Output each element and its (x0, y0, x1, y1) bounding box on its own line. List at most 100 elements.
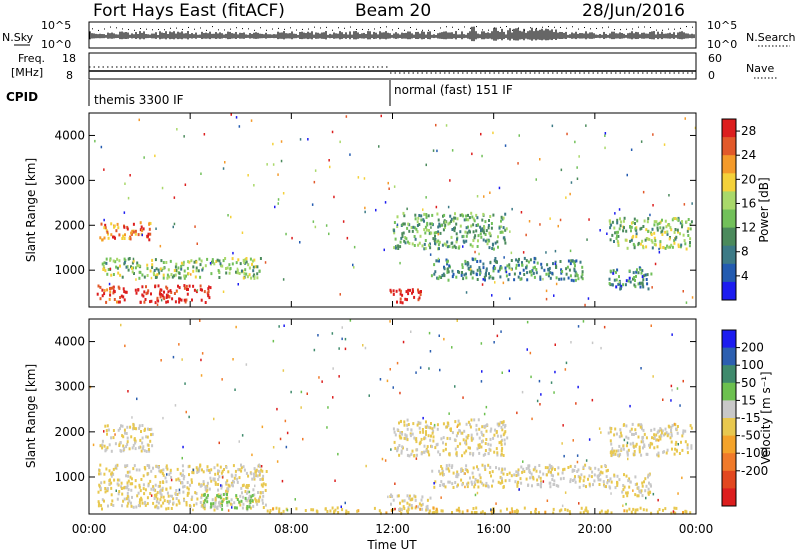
power-cell (469, 272, 472, 276)
power-scatter-cell (553, 294, 555, 297)
power-cell (171, 275, 174, 279)
power-cell (425, 213, 428, 216)
velocity-cell (425, 430, 427, 434)
velocity-cell (597, 468, 600, 472)
velocity-cell (619, 428, 622, 432)
time-tick-label: 00:00 (72, 522, 107, 536)
power-cell (116, 257, 119, 261)
power-cell (204, 264, 207, 268)
power-cell (395, 289, 398, 293)
velocity-cell (117, 428, 120, 432)
power-cell (434, 270, 437, 274)
velocity-cell (606, 468, 609, 472)
velocity-cell (467, 434, 470, 437)
power-cell (443, 213, 446, 217)
power-scatter-cell (437, 232, 439, 236)
power-cell (543, 268, 546, 272)
power-cell (134, 288, 137, 292)
power-scatter-cell (208, 285, 210, 288)
power-cell (116, 222, 119, 226)
velocity-cell (409, 498, 412, 502)
power-cell (102, 267, 105, 271)
velocity-cell (454, 420, 457, 424)
power-cell (131, 261, 134, 265)
power-cell (191, 298, 193, 302)
velocity-cell (100, 481, 103, 485)
power-scatter-cell (585, 124, 587, 127)
velocity-cell (534, 511, 537, 515)
velocity-cell (674, 511, 677, 515)
power-cell (463, 240, 466, 244)
velocity-cell (424, 436, 427, 440)
velocity-cell (588, 482, 591, 486)
power-scatter-cell (393, 185, 396, 188)
power-cell (135, 291, 138, 295)
power-cell (405, 237, 408, 241)
velocity-cell (566, 508, 569, 512)
velocity-cell (182, 469, 185, 473)
velocity-cell (478, 451, 481, 455)
power-cell (165, 293, 168, 297)
velocity-cell (482, 483, 485, 487)
velocity-cell (144, 503, 147, 507)
velocity-cell (247, 484, 250, 487)
power-cell (483, 231, 486, 235)
power-scatter-cell (588, 218, 590, 221)
velocity-cell (103, 480, 106, 484)
velocity-scatter-cell (368, 394, 370, 397)
velocity-cell (125, 432, 128, 435)
power-cell (110, 233, 113, 237)
power-cell (565, 267, 568, 271)
velocity-cell (410, 498, 413, 502)
power-scatter-cell (387, 181, 389, 185)
velocity-cell (617, 449, 620, 453)
velocity-cell (156, 491, 159, 495)
power-cell (428, 243, 430, 247)
power-cell (497, 269, 500, 273)
velocity-cell (467, 481, 470, 485)
power-cell (124, 259, 127, 263)
power-scatter-cell (183, 135, 185, 138)
power-cell (188, 284, 191, 288)
power-cell (390, 290, 393, 294)
power-cell (462, 234, 465, 238)
power-cell (159, 295, 162, 299)
velocity-cell (690, 444, 693, 448)
power-cell (496, 260, 498, 264)
nsearch-sample (386, 26, 387, 28)
power-cell (123, 260, 126, 264)
velocity-cell (639, 506, 642, 510)
power-cell (183, 269, 186, 273)
velocity-scatter-cell (662, 398, 664, 401)
power-scatter-cell (196, 242, 198, 245)
velocity-cell (398, 453, 401, 457)
velocity-cell (631, 422, 634, 426)
velocity-scatter-cell (540, 393, 542, 396)
velocity-scatter-cell (671, 333, 673, 336)
power-scatter-cell (159, 244, 162, 248)
velocity-scatter-cell (673, 422, 676, 426)
velocity-cell (517, 468, 520, 472)
velocity-cell (487, 451, 490, 455)
velocity-cell (615, 432, 618, 436)
power-scatter-cell (277, 202, 279, 205)
velocity-cell (591, 470, 594, 474)
power-cell (425, 215, 428, 219)
velocity-cell (630, 510, 633, 514)
velocity-scatter-cell (379, 378, 382, 381)
power-cell (194, 275, 197, 279)
velocity-scatter-cell (124, 344, 126, 348)
power-cell (525, 259, 528, 263)
power-scatter-cell (498, 186, 501, 190)
velocity-cell (240, 499, 243, 503)
velocity-cell (167, 506, 170, 510)
velocity-cell (473, 511, 476, 514)
power-cell (534, 265, 536, 269)
velocity-cell (686, 451, 689, 455)
velocity-cell (254, 470, 257, 474)
power-cell (242, 276, 245, 280)
velocity-cell (122, 444, 125, 448)
velocity-scatter-cell (169, 494, 172, 498)
velocity-cell (484, 424, 487, 428)
velocity-cell (487, 442, 490, 446)
